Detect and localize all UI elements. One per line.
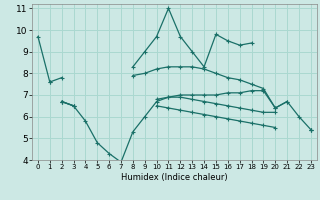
X-axis label: Humidex (Indice chaleur): Humidex (Indice chaleur) (121, 173, 228, 182)
